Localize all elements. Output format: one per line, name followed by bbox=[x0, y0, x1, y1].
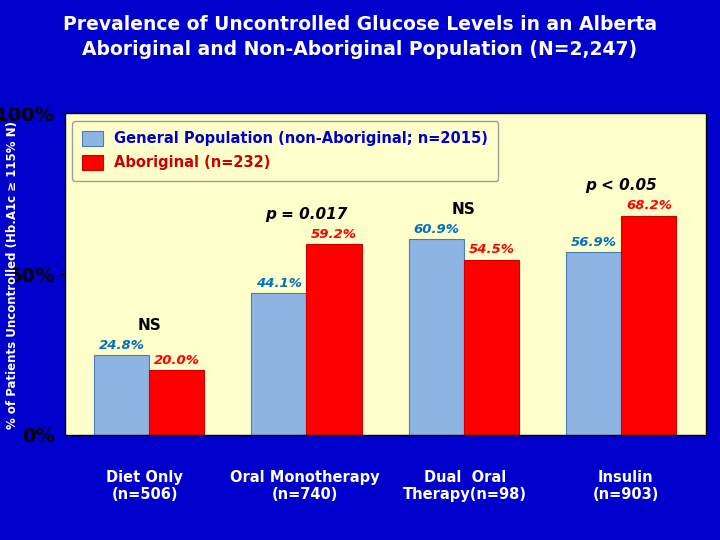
Text: 54.5%: 54.5% bbox=[469, 244, 515, 256]
Text: Insulin
(n=903): Insulin (n=903) bbox=[593, 470, 659, 502]
Legend: General Population (non-Aboriginal; n=2015), Aboriginal (n=232): General Population (non-Aboriginal; n=20… bbox=[72, 121, 498, 181]
Bar bbox=[149, 370, 204, 435]
Text: Dual  Oral
Therapy(n=98): Dual Oral Therapy(n=98) bbox=[403, 470, 527, 502]
Text: Prevalence of Uncontrolled Glucose Levels in an Alberta: Prevalence of Uncontrolled Glucose Level… bbox=[63, 15, 657, 34]
Bar bbox=[94, 355, 149, 435]
Text: % of Patients Uncontrolled (Hb.A1c ≥ 115% N): % of Patients Uncontrolled (Hb.A1c ≥ 115… bbox=[6, 122, 19, 429]
Text: 60.9%: 60.9% bbox=[413, 223, 459, 236]
Text: NS: NS bbox=[452, 201, 476, 217]
Text: 59.2%: 59.2% bbox=[311, 228, 357, 241]
Text: Oral Monotherapy
(n=740): Oral Monotherapy (n=740) bbox=[230, 470, 380, 502]
Text: Aboriginal and Non-Aboriginal Population (N=2,247): Aboriginal and Non-Aboriginal Population… bbox=[82, 40, 638, 59]
Text: 24.8%: 24.8% bbox=[99, 339, 145, 352]
Bar bbox=[307, 245, 361, 435]
Bar bbox=[409, 239, 464, 435]
Text: p < 0.05: p < 0.05 bbox=[585, 178, 657, 193]
Text: 56.9%: 56.9% bbox=[571, 235, 617, 248]
Bar bbox=[251, 293, 307, 435]
Bar bbox=[464, 260, 519, 435]
Text: Diet Only
(n=506): Diet Only (n=506) bbox=[107, 470, 184, 502]
Text: 68.2%: 68.2% bbox=[626, 199, 672, 212]
Text: p = 0.017: p = 0.017 bbox=[265, 207, 348, 222]
Text: 44.1%: 44.1% bbox=[256, 277, 302, 290]
Bar bbox=[566, 252, 621, 435]
Bar bbox=[621, 215, 677, 435]
Text: NS: NS bbox=[137, 318, 161, 333]
Text: 20.0%: 20.0% bbox=[153, 354, 199, 367]
